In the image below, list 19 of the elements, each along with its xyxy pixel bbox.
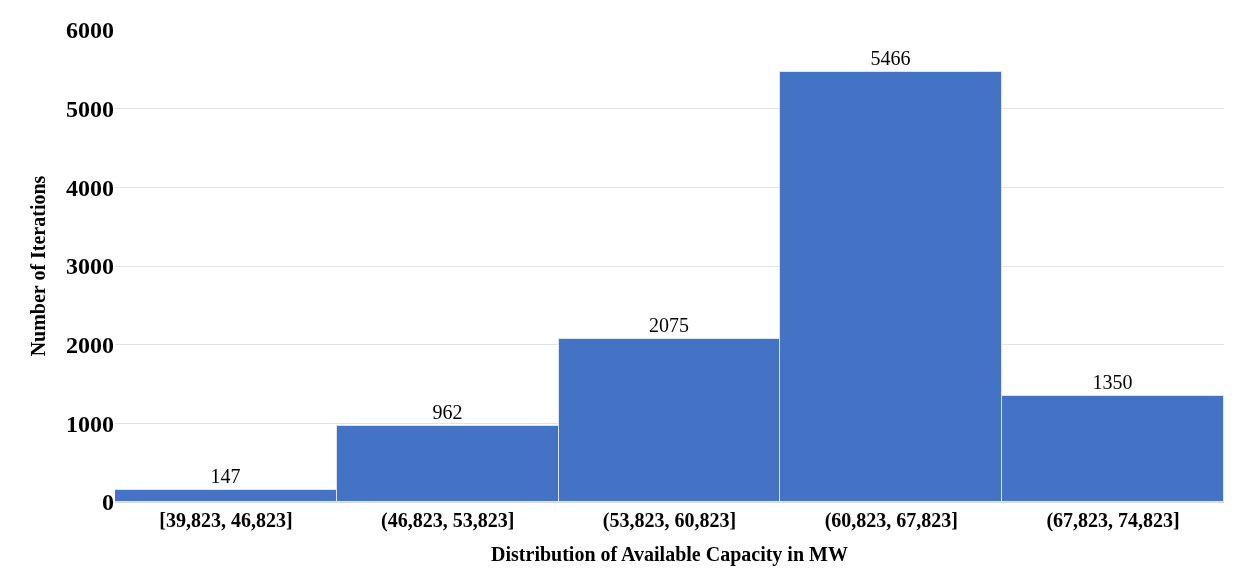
x-tick-label: [39,823, 46,823]: [159, 509, 293, 531]
y-tick-label: 3000: [66, 253, 114, 280]
y-axis-title: Number of Iterations: [26, 175, 49, 357]
x-tick-label: (53,823, 60,823]: [602, 509, 737, 532]
data-label: 5466: [870, 46, 911, 69]
y-tick-label: 5000: [66, 96, 114, 123]
y-tick-label: 6000: [66, 17, 114, 44]
y-tick-label: 1000: [66, 410, 114, 437]
y-tick-label: 4000: [66, 174, 114, 201]
y-tick-label: 0: [102, 489, 114, 516]
x-tick-label: (67,823, 74,823]: [1046, 509, 1180, 532]
data-label: 147: [210, 464, 241, 487]
y-tick-label: 2000: [66, 332, 114, 359]
x-tick-label: (60,823, 67,823]: [824, 509, 958, 532]
data-label: 962: [432, 400, 463, 423]
data-label: 2075: [649, 313, 689, 336]
x-tick-label: (46,823, 53,823]: [381, 509, 515, 532]
x-axis-title: Distribution of Available Capacity in MW: [491, 542, 848, 566]
data-label: 1350: [1092, 370, 1133, 393]
